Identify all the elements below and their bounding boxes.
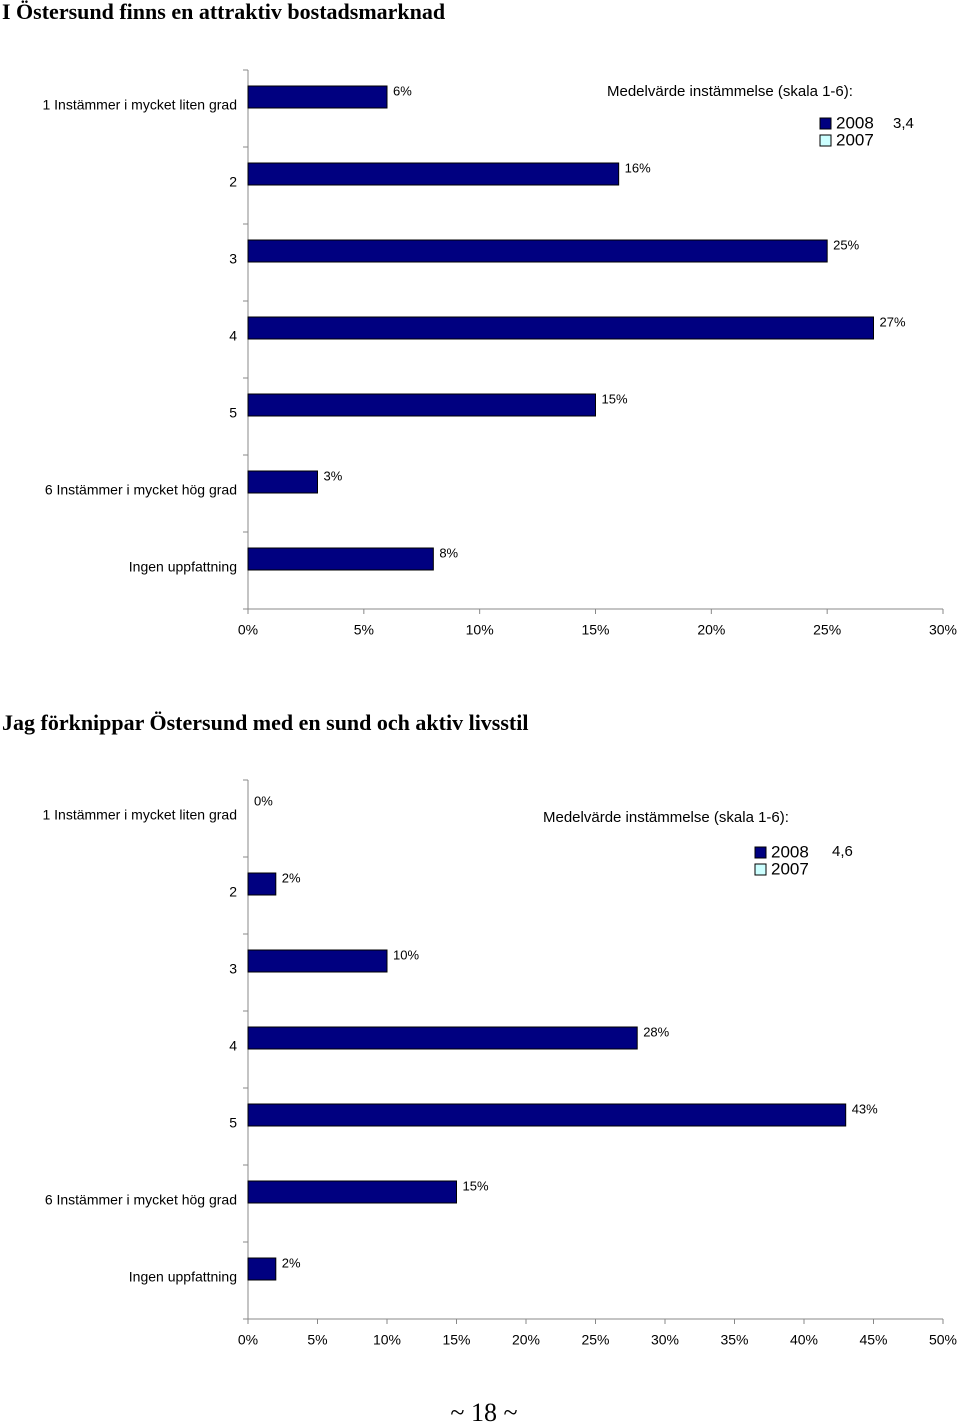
legend-swatch xyxy=(754,846,767,859)
category-label: 4 xyxy=(229,1038,237,1054)
x-tick-label: 10% xyxy=(466,622,494,638)
x-tick-label: 10% xyxy=(373,1332,401,1348)
mean-label: 3,4 xyxy=(893,115,914,132)
value-label: 8% xyxy=(439,545,458,560)
category-label: 5 xyxy=(229,405,237,421)
page-number: ~ 18 ~ xyxy=(450,1398,517,1427)
annotation: Medelvärde instämmelse (skala 1-6): xyxy=(543,809,789,826)
category-label: 5 xyxy=(229,1115,237,1131)
value-label: 2% xyxy=(282,1255,301,1270)
category-label: 2 xyxy=(229,884,237,900)
bar xyxy=(247,1180,457,1204)
x-tick-label: 30% xyxy=(929,622,957,638)
legend-label: 2008 xyxy=(771,842,809,861)
bar xyxy=(247,393,596,417)
bar xyxy=(247,1103,847,1127)
value-label: 6% xyxy=(393,83,412,98)
legend-label: 2008 xyxy=(836,113,874,132)
x-tick-label: 15% xyxy=(442,1332,470,1348)
bar xyxy=(247,239,828,263)
x-tick-label: 45% xyxy=(859,1332,887,1348)
legend-swatch xyxy=(754,863,767,876)
x-tick-label: 0% xyxy=(238,622,258,638)
bar xyxy=(247,162,620,186)
legend-swatch xyxy=(819,134,832,147)
value-label: 15% xyxy=(602,391,628,406)
category-label: Ingen uppfattning xyxy=(129,1269,237,1285)
value-label: 16% xyxy=(625,160,651,175)
category-label: 1 Instämmer i mycket liten grad xyxy=(42,97,237,113)
bar xyxy=(247,470,318,494)
value-label: 0% xyxy=(254,793,273,808)
legend-label: 2007 xyxy=(771,859,809,878)
bar xyxy=(247,1257,277,1281)
legend-swatch xyxy=(819,117,832,130)
category-label: 3 xyxy=(229,961,237,977)
bar xyxy=(247,872,277,896)
category-label: 1 Instämmer i mycket liten grad xyxy=(42,807,237,823)
bar xyxy=(247,547,434,571)
legend-label: 2007 xyxy=(836,130,874,149)
value-label: 2% xyxy=(282,870,301,885)
value-label: 3% xyxy=(324,468,343,483)
bar xyxy=(247,1026,638,1050)
x-tick-label: 35% xyxy=(720,1332,748,1348)
bar xyxy=(247,316,874,340)
value-label: 43% xyxy=(852,1101,878,1116)
category-label: 6 Instämmer i mycket hög grad xyxy=(45,482,237,498)
category-label: 3 xyxy=(229,251,237,267)
value-label: 10% xyxy=(393,947,419,962)
x-tick-label: 50% xyxy=(929,1332,957,1348)
x-tick-label: 30% xyxy=(651,1332,679,1348)
value-label: 27% xyxy=(880,314,906,329)
annotation: Medelvärde instämmelse (skala 1-6): xyxy=(607,83,853,100)
category-label: 4 xyxy=(229,328,237,344)
value-label: 15% xyxy=(463,1178,489,1193)
bar xyxy=(247,85,388,109)
x-tick-label: 20% xyxy=(697,622,725,638)
x-tick-label: 0% xyxy=(238,1332,258,1348)
bar xyxy=(247,949,388,973)
value-label: 28% xyxy=(643,1024,669,1039)
x-tick-label: 5% xyxy=(307,1332,327,1348)
category-label: 6 Instämmer i mycket hög grad xyxy=(45,1192,237,1208)
x-tick-label: 20% xyxy=(512,1332,540,1348)
value-label: 25% xyxy=(833,237,859,252)
x-tick-label: 5% xyxy=(354,622,374,638)
chart-title: I Östersund finns en attraktiv bostadsma… xyxy=(2,0,445,24)
x-tick-label: 25% xyxy=(813,622,841,638)
x-tick-label: 25% xyxy=(581,1332,609,1348)
x-tick-label: 15% xyxy=(581,622,609,638)
mean-label: 4,6 xyxy=(832,843,853,860)
category-label: Ingen uppfattning xyxy=(129,559,237,575)
chart-title: Jag förknippar Östersund med en sund och… xyxy=(2,710,528,735)
x-tick-label: 40% xyxy=(790,1332,818,1348)
category-label: 2 xyxy=(229,174,237,190)
